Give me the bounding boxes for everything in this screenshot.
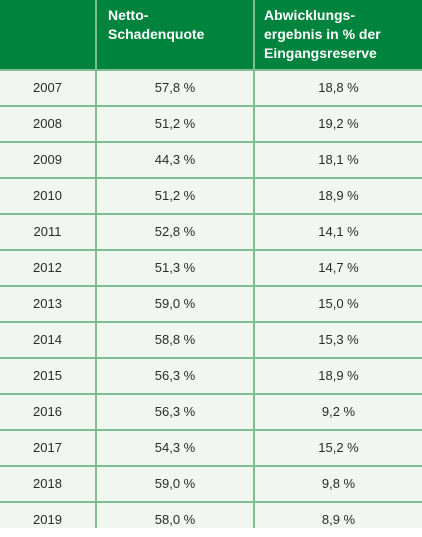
table-row: 2018 59,0 % 9,8 %: [0, 465, 422, 501]
table-header: Netto- Schadenquote Abwicklungs- ergebni…: [0, 0, 422, 69]
year-cell: 2011: [33, 224, 62, 239]
table-row: 2014 58,8 % 15,3 %: [0, 321, 422, 357]
table-row: 2012 51,3 % 14,7 %: [0, 249, 422, 285]
net-loss-ratio-cell: 58,8 %: [154, 332, 196, 347]
runoff-result-cell: 8,9 %: [321, 512, 356, 527]
net-loss-ratio-cell: 57,8 %: [154, 80, 196, 95]
net-loss-ratio-cell: 44,3 %: [154, 152, 196, 167]
year-cell: 2018: [33, 476, 62, 491]
year-cell: 2007: [33, 80, 62, 95]
year-cell: 2015: [33, 368, 62, 383]
table-row: 2009 44,3 % 18,1 %: [0, 141, 422, 177]
column-divider: [253, 0, 255, 528]
runoff-result-cell: 9,2 %: [321, 404, 356, 419]
table-body: 2007 57,8 % 18,8 % 2008 51,2 % 19,2 % 20…: [0, 69, 422, 537]
table-row: 2011 52,8 % 14,1 %: [0, 213, 422, 249]
table-row: 2019 58,0 % 8,9 %: [0, 501, 422, 537]
runoff-result-cell: 19,2 %: [318, 116, 359, 131]
net-loss-ratio-cell: 51,2 %: [154, 116, 196, 131]
net-loss-ratio-cell: 51,3 %: [154, 260, 196, 275]
net-loss-ratio-cell: 58,0 %: [154, 512, 196, 527]
table-row: 2015 56,3 % 18,9 %: [0, 357, 422, 393]
runoff-result-cell: 18,1 %: [318, 152, 359, 167]
year-cell: 2014: [33, 332, 62, 347]
year-cell: 2016: [33, 404, 62, 419]
net-loss-ratio-cell: 54,3 %: [154, 440, 196, 455]
runoff-result-cell: 14,1 %: [318, 224, 359, 239]
year-cell: 2017: [33, 440, 62, 455]
table-row: 2013 59,0 % 15,0 %: [0, 285, 422, 321]
net-loss-ratio-cell: 51,2 %: [154, 188, 196, 203]
header-cell-year: [0, 0, 95, 69]
year-cell: 2019: [33, 512, 62, 527]
table-row: 2008 51,2 % 19,2 %: [0, 105, 422, 141]
runoff-result-cell: 15,2 %: [318, 440, 359, 455]
year-cell: 2013: [33, 296, 62, 311]
header-cell-runoff-result: Abwicklungs- ergebnis in % der Eingangsr…: [264, 7, 381, 61]
runoff-result-cell: 18,9 %: [318, 368, 359, 383]
year-cell: 2008: [33, 116, 62, 131]
net-loss-ratio-cell: 52,8 %: [154, 224, 196, 239]
runoff-result-cell: 15,0 %: [318, 296, 359, 311]
table-row: 2016 56,3 % 9,2 %: [0, 393, 422, 429]
runoff-result-cell: 18,8 %: [318, 80, 359, 95]
net-loss-ratio-cell: 59,0 %: [154, 476, 196, 491]
year-cell: 2012: [33, 260, 62, 275]
year-cell: 2009: [33, 152, 62, 167]
table-row: 2010 51,2 % 18,9 %: [0, 177, 422, 213]
net-loss-ratio-cell: 56,3 %: [154, 368, 196, 383]
runoff-result-cell: 9,8 %: [321, 476, 356, 491]
runoff-result-cell: 15,3 %: [318, 332, 359, 347]
net-loss-ratio-cell: 59,0 %: [154, 296, 196, 311]
net-loss-ratio-cell: 56,3 %: [154, 404, 196, 419]
table-row: 2007 57,8 % 18,8 %: [0, 69, 422, 105]
runoff-result-cell: 14,7 %: [318, 260, 359, 275]
column-divider: [95, 0, 97, 528]
year-cell: 2010: [33, 188, 62, 203]
table-row: 2017 54,3 % 15,2 %: [0, 429, 422, 465]
header-cell-net-loss-ratio: Netto- Schadenquote: [108, 7, 205, 42]
runoff-result-cell: 18,9 %: [318, 188, 359, 203]
